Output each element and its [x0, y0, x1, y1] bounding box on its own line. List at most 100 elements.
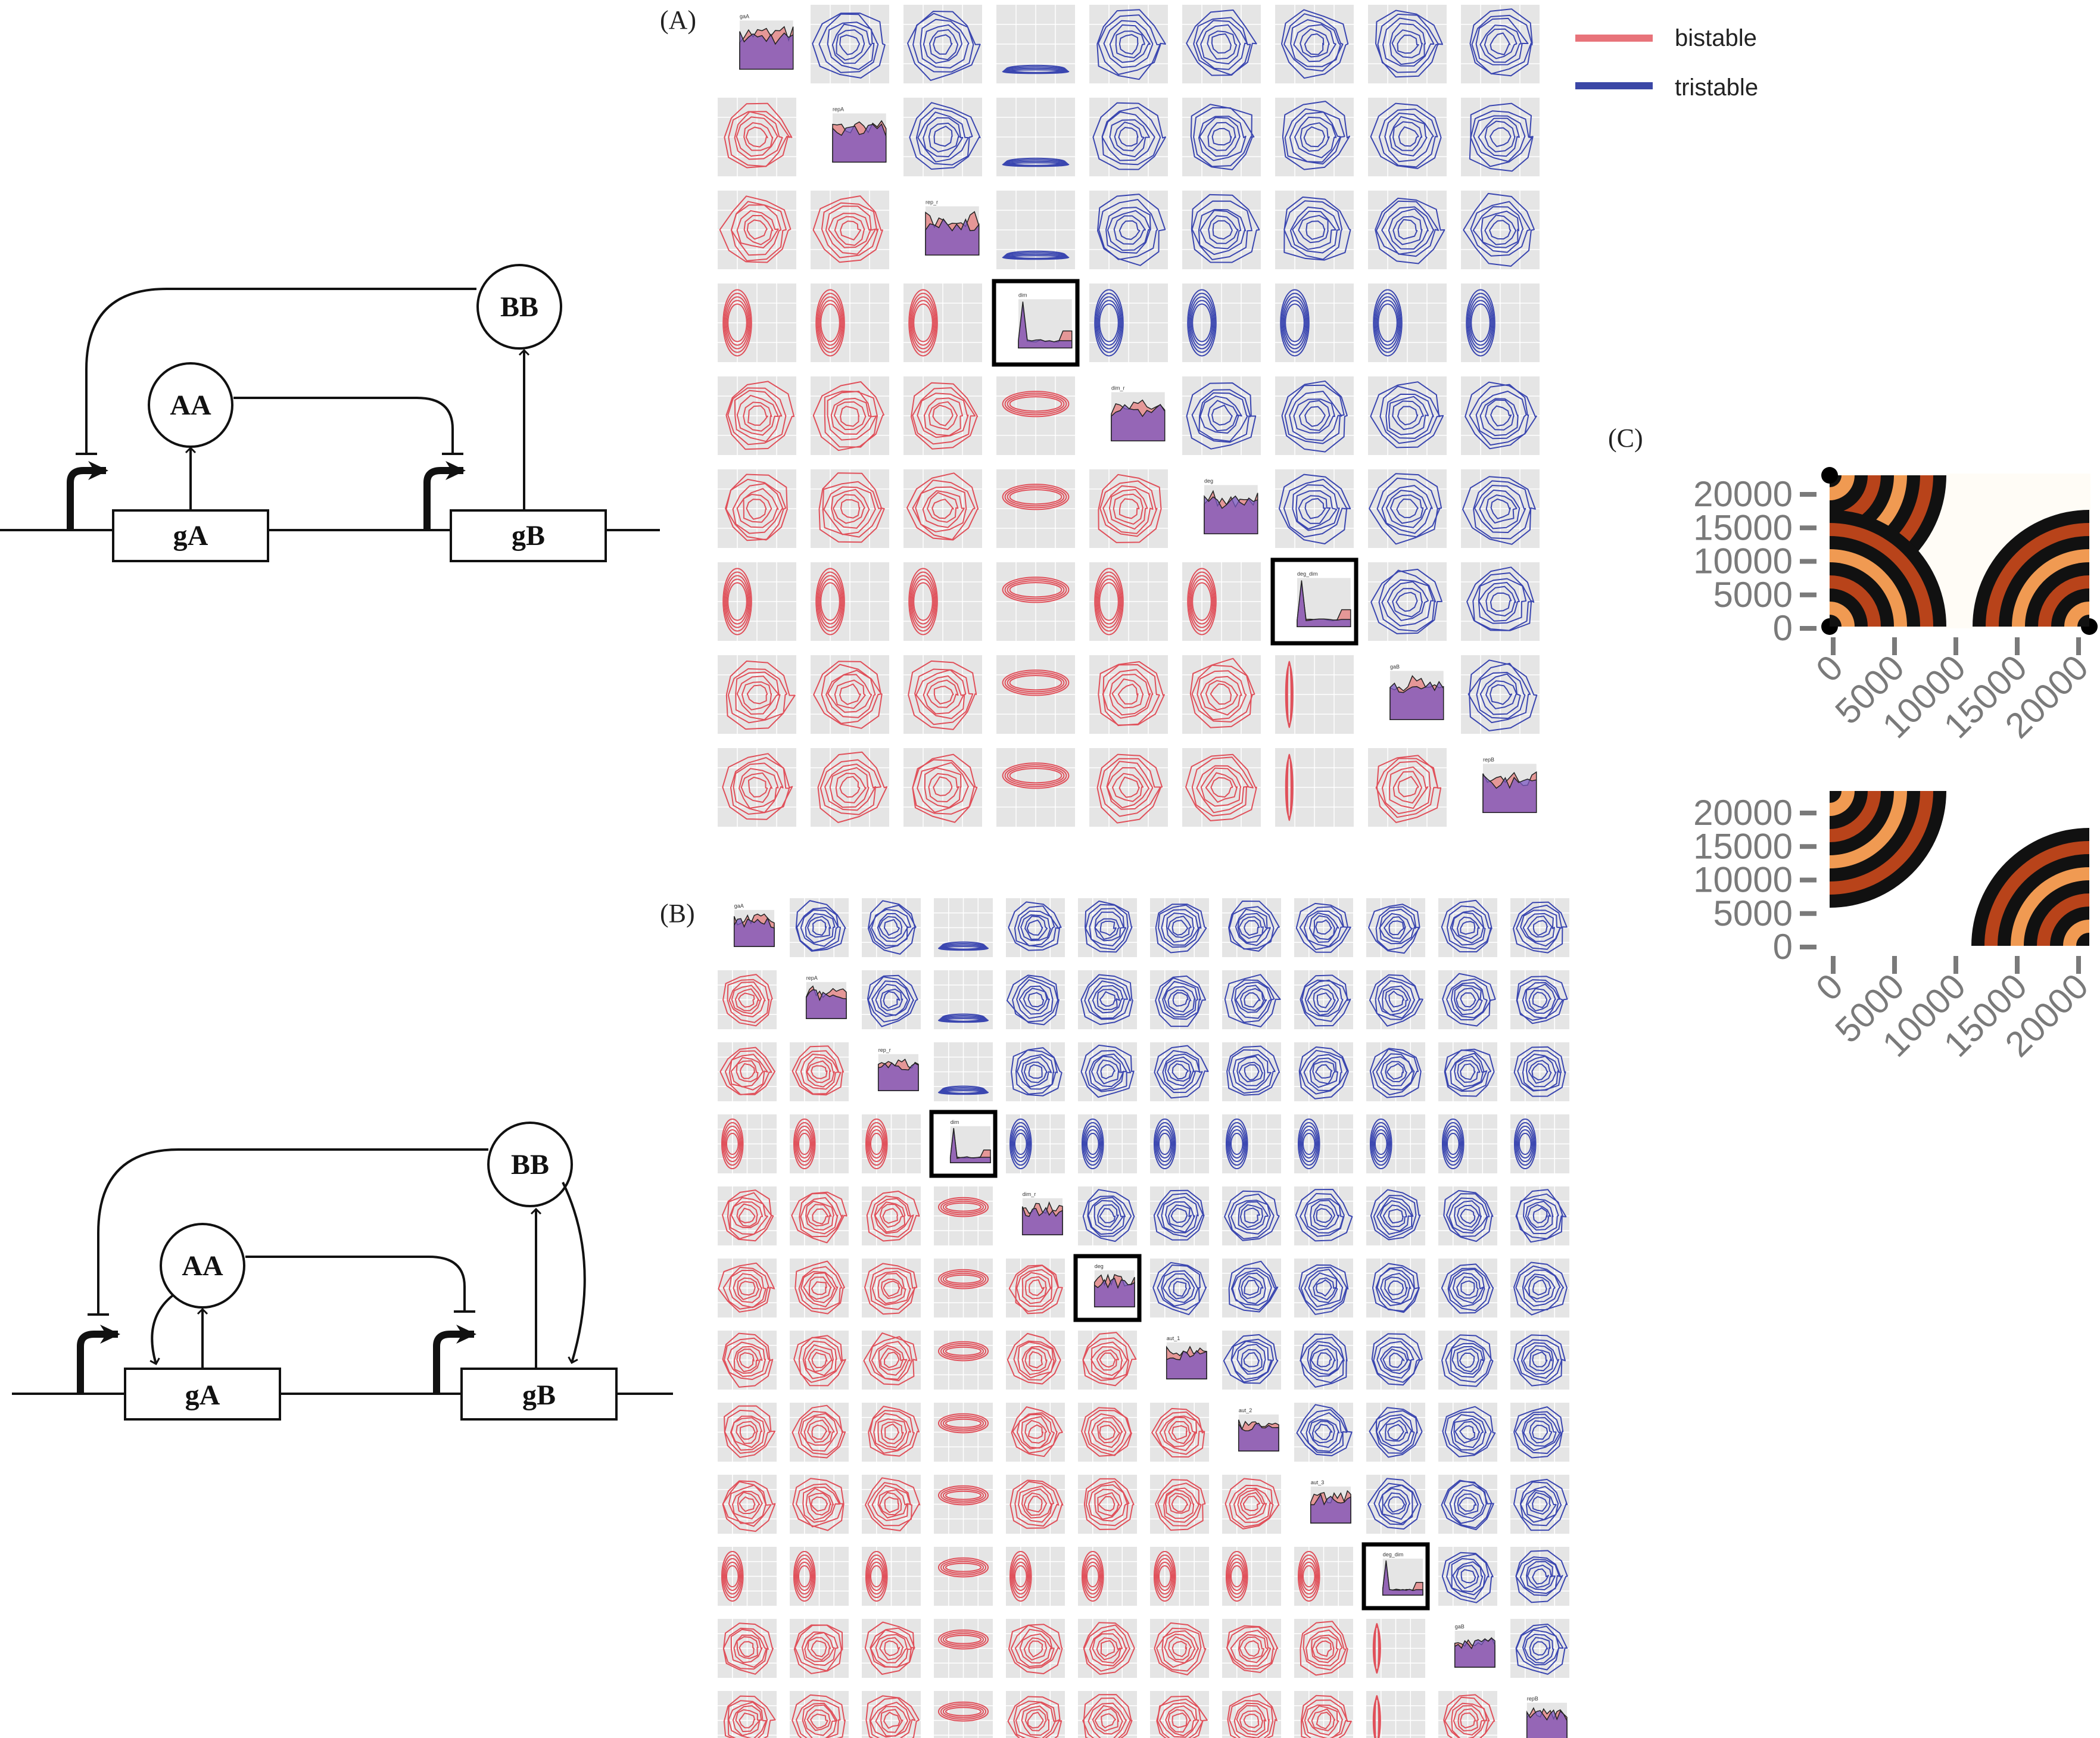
tristable-contour-cell — [1222, 1186, 1281, 1245]
circuit-labels-top: AA BB gA gB — [170, 291, 545, 552]
bistable-contour-cell — [811, 562, 889, 641]
bistable-contour-cell — [718, 562, 796, 641]
legend-label-bistable: bistable — [1675, 25, 1757, 51]
bistable-contour-cell — [934, 1619, 993, 1678]
tristable-contour-cell — [1006, 1114, 1065, 1173]
tristable-contour-cell — [862, 898, 921, 957]
tristable-contour-cell — [1510, 1186, 1569, 1245]
diagonal-density-cell: aut_3 — [1310, 1480, 1351, 1524]
tristable-contour-cell — [1510, 1114, 1569, 1173]
bistable-contour-cell — [1089, 748, 1168, 827]
tristable-contour-cell — [903, 98, 982, 176]
tristable-contour-cell — [1006, 1042, 1065, 1101]
diagonal-density-cell: dim — [992, 279, 1080, 367]
bistable-contour-cell — [718, 1114, 777, 1173]
diag-param-title: deg — [1095, 1263, 1104, 1269]
bistable-contour-cell — [718, 1547, 777, 1606]
diagonal-density-cell: aut_2 — [1238, 1407, 1279, 1452]
diag-param-title: gaB — [1390, 664, 1400, 669]
tristable-contour-cell — [1222, 898, 1281, 957]
diagonal-density-cell: aut_1 — [1166, 1335, 1207, 1379]
tristable-contour-cell — [1510, 1403, 1569, 1462]
bistable-contour-cell — [934, 1331, 993, 1390]
bistable-contour-cell — [718, 1691, 777, 1738]
tristable-contour-cell — [1078, 1114, 1137, 1173]
repression-bb-ga — [85, 288, 476, 453]
tristable-contour-cell — [1182, 191, 1261, 269]
heatmap-bottom — [1828, 789, 2090, 947]
diagonal-density-cell: rep_r — [925, 199, 980, 256]
autoactivation-aa — [149, 1294, 174, 1366]
tristable-contour-cell — [1461, 469, 1540, 548]
bistable-contour-cell — [862, 1114, 921, 1173]
tristable-contour-cell — [1461, 5, 1540, 83]
tristable-contour-cell — [996, 98, 1075, 176]
x-tick-label: 0 — [1808, 647, 1850, 690]
legend-label-tristable: tristable — [1675, 74, 1758, 101]
tristable-contour-cell — [1366, 1042, 1425, 1101]
bistable-contour-cell — [790, 1691, 849, 1738]
tristable-contour-cell — [1366, 1259, 1425, 1317]
tristable-contour-cell — [1078, 898, 1137, 957]
gene-gb-label: gB — [512, 520, 545, 552]
panel-label-a: (A) — [660, 5, 696, 35]
bistable-contour-cell — [790, 1331, 849, 1390]
tristable-contour-cell — [1089, 191, 1168, 269]
bistable-contour-cell — [903, 562, 982, 641]
diag-param-title: dim — [951, 1119, 959, 1125]
y-tick-label: 0 — [1773, 608, 1793, 648]
bistable-contour-cell — [934, 1547, 993, 1606]
bistable-contour-cell — [862, 1403, 921, 1462]
gene-box-gb — [460, 1368, 618, 1421]
bistable-contour-cell — [718, 98, 796, 176]
diagonal-density-cell: repB — [1482, 756, 1537, 813]
tristable-contour-cell — [1366, 1403, 1425, 1462]
node-aa-label: AA — [170, 390, 211, 421]
bistable-contour-cell — [811, 655, 889, 734]
bistable-contour-cell — [811, 376, 889, 455]
tristable-contour-cell — [1510, 1475, 1569, 1534]
tristable-contour-cell — [1078, 1042, 1137, 1101]
bistable-contour-cell — [790, 1475, 849, 1534]
tristable-contour-cell — [1222, 1259, 1281, 1317]
tristable-contour-cell — [1294, 1042, 1353, 1101]
autoactivation-bb — [562, 1182, 586, 1365]
bistable-contour-cell — [718, 191, 796, 269]
tristable-contour-cell — [1438, 970, 1497, 1029]
tristable-contour-cell — [1275, 191, 1354, 269]
bistable-contour-cell — [862, 1186, 921, 1245]
bistable-contour-cell — [996, 469, 1075, 548]
tristable-contour-cell — [1366, 1331, 1425, 1390]
tristable-contour-cell — [1438, 1259, 1497, 1317]
bistable-contour-cell — [790, 1042, 849, 1101]
bistable-contour-cell — [1006, 1403, 1065, 1462]
diagonal-density-cell: deg_dim — [1361, 1542, 1430, 1611]
diag-param-title: gaA — [734, 903, 744, 909]
tristable-contour-cell — [1366, 1186, 1425, 1245]
tristable-contour-cell — [1078, 1186, 1137, 1245]
bistable-contour-cell — [1150, 1691, 1209, 1738]
bistable-contour-cell — [862, 1259, 921, 1317]
diagonal-density-cell: gaA — [739, 13, 794, 70]
repression-aa-gb — [245, 1256, 466, 1310]
bistable-contour-cell — [1078, 1475, 1137, 1534]
bistable-contour-cell — [862, 1619, 921, 1678]
bistable-contour-cell — [1078, 1403, 1137, 1462]
tristable-contour-cell — [1366, 1114, 1425, 1173]
node-bb — [487, 1122, 573, 1207]
diagonal-density-cell: gaB — [1389, 664, 1444, 720]
bistable-contour-cell — [903, 284, 982, 362]
bistable-contour-cell — [1006, 1691, 1065, 1738]
diag-param-title: dim — [1018, 292, 1027, 298]
tristable-contour-cell — [1368, 98, 1447, 176]
tristable-contour-cell — [1150, 1042, 1209, 1101]
tristable-contour-cell — [1182, 284, 1261, 362]
bistable-contour-cell — [718, 655, 796, 734]
diagonal-density-cell: repA — [832, 106, 887, 163]
bistable-contour-cell — [718, 970, 777, 1029]
tristable-contour-cell — [862, 970, 921, 1029]
gene-gb-label: gB — [522, 1379, 556, 1411]
diagonal-density-cell: repA — [805, 975, 847, 1019]
tristable-contour-cell — [1438, 898, 1497, 957]
